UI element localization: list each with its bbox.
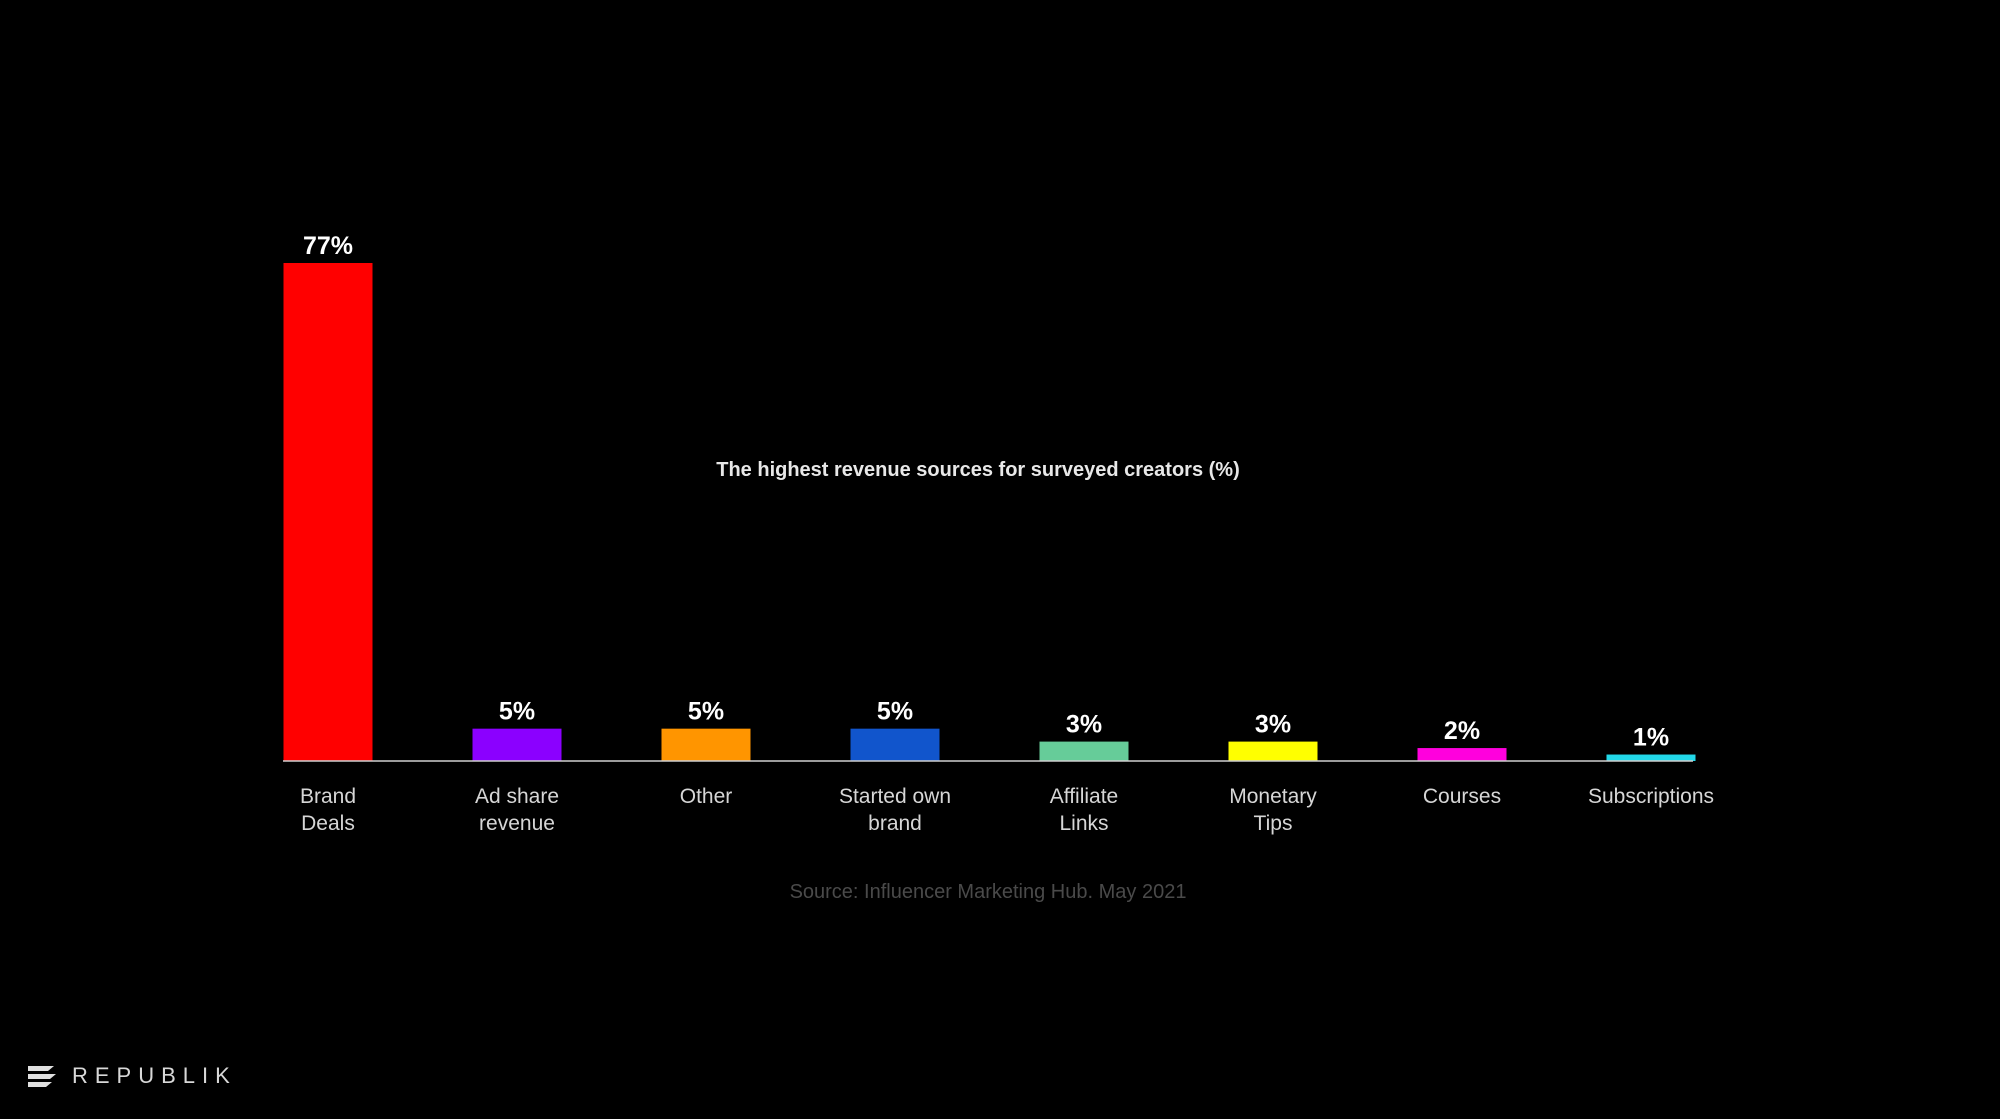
- category-label-line: Courses: [1423, 785, 1501, 808]
- category-label-line: Brand: [300, 785, 356, 808]
- value-label-6: 2%: [1444, 717, 1480, 745]
- value-label-5: 3%: [1255, 711, 1291, 739]
- bar-5: [1228, 741, 1318, 761]
- labels-group: 77% Brand Deals 5% Ad share revenue 5% Other 5% S…: [300, 232, 1714, 835]
- bar-4: [1039, 741, 1129, 761]
- bars-group: [283, 263, 1696, 761]
- logo-text: REPUBLIK: [72, 1063, 237, 1088]
- republik-flag-icon: [28, 1066, 56, 1087]
- category-label-3: Started own brand: [839, 785, 951, 835]
- republik-logo: REPUBLIK: [26, 1060, 237, 1092]
- value-label-0: 77%: [303, 232, 353, 260]
- category-label-line: Ad share: [475, 785, 559, 808]
- category-label-line: Links: [1059, 812, 1108, 835]
- category-label-line: Other: [680, 785, 733, 808]
- category-label-4: Affiliate Links: [1050, 785, 1119, 835]
- category-label-2: Other: [680, 785, 733, 808]
- category-label-line: Started own: [839, 785, 951, 808]
- bar-7: [1606, 754, 1696, 761]
- value-label-7: 1%: [1633, 724, 1669, 752]
- category-label-line: Tips: [1254, 812, 1293, 835]
- bar-3: [850, 728, 940, 761]
- category-label-0: Brand Deals: [300, 785, 356, 835]
- category-label-5: Monetary Tips: [1229, 785, 1317, 835]
- category-label-line: Deals: [301, 812, 355, 835]
- category-label-line: Affiliate: [1050, 785, 1119, 808]
- value-label-4: 3%: [1066, 711, 1102, 739]
- category-label-line: Subscriptions: [1588, 785, 1714, 808]
- category-label-7: Subscriptions: [1588, 785, 1714, 808]
- category-label-1: Ad share revenue: [475, 785, 559, 835]
- bar-1: [472, 728, 562, 761]
- value-label-3: 5%: [877, 698, 913, 726]
- bar-0: [283, 263, 373, 761]
- category-label-line: Monetary: [1229, 785, 1317, 808]
- value-label-2: 5%: [688, 698, 724, 726]
- chart-title: The highest revenue sources for surveyed…: [716, 459, 1240, 481]
- bar-2: [661, 728, 751, 761]
- category-label-line: revenue: [479, 812, 555, 835]
- value-label-1: 5%: [499, 698, 535, 726]
- category-label-6: Courses: [1423, 785, 1501, 808]
- source-note: Source: Influencer Marketing Hub. May 20…: [790, 881, 1187, 903]
- category-label-line: brand: [868, 812, 922, 835]
- bar-6: [1417, 748, 1507, 761]
